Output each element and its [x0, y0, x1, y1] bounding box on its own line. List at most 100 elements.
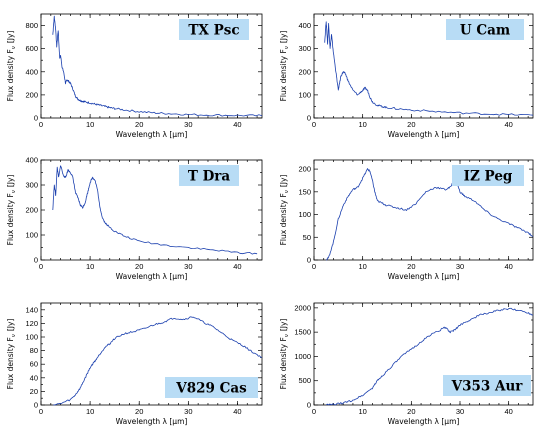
- y-axis-label-unit: [Jy]: [6, 319, 15, 332]
- star-label-box: [179, 165, 239, 186]
- y-axis-label-sub: ν: [284, 46, 290, 49]
- x-tick-label: 20: [135, 262, 143, 271]
- x-tick-label: 20: [407, 120, 415, 129]
- x-tick-label: 10: [358, 120, 366, 129]
- y-axis-label-unit: [Jy]: [279, 319, 288, 332]
- y-tick-label: 1500: [294, 328, 311, 337]
- x-tick-label: 20: [135, 407, 143, 416]
- x-tick-label: 40: [504, 120, 512, 129]
- star-label-box: [443, 375, 531, 396]
- y-axis-label-sub: ν: [11, 46, 17, 49]
- x-tick-label: 10: [86, 120, 94, 129]
- panel-4: 0 10 20 30 40 0 20 40 60 80 100 120 140 Wavelength λ …: [6, 302, 263, 426]
- y-tick-label: 400: [298, 21, 311, 30]
- y-axis-label-main: Flux density F: [6, 337, 15, 389]
- star-label-box: [165, 377, 258, 398]
- x-tick-label: 30: [184, 262, 192, 271]
- y-axis-label: Flux density Fν [Jy]: [6, 319, 17, 390]
- star-name: TX Psc: [188, 23, 239, 39]
- y-axis-label-sub: ν: [11, 334, 17, 337]
- y-axis-label-main: Flux density F: [279, 49, 288, 101]
- x-tick-label: 0: [312, 120, 316, 129]
- x-axis-label: Wavelength λ [μm]: [388, 130, 460, 139]
- y-axis-label-main: Flux density F: [279, 193, 288, 245]
- y-tick-label: 120: [25, 319, 38, 328]
- y-tick-label: 40: [30, 373, 38, 382]
- y-axis-label: Flux density Fν [Jy]: [279, 31, 290, 102]
- x-axis-label: Wavelength λ [μm]: [116, 417, 188, 426]
- x-tick-label: 40: [504, 262, 512, 271]
- y-tick-label: 200: [298, 165, 311, 174]
- x-tick-label: 0: [312, 262, 316, 271]
- star-label-box: [179, 19, 249, 40]
- y-axis-label-sub: ν: [11, 190, 17, 193]
- y-tick-label: 0: [307, 401, 311, 410]
- y-tick-label: 60: [30, 360, 38, 369]
- x-tick-label: 20: [407, 407, 415, 416]
- y-axis-label-unit: [Jy]: [6, 31, 15, 44]
- y-axis-label-main: Flux density F: [6, 49, 15, 101]
- star-name: U Cam: [460, 23, 510, 39]
- y-axis-label: Flux density Fν [Jy]: [279, 319, 290, 390]
- star-label-box: [446, 19, 524, 40]
- star-name: T Dra: [188, 169, 231, 185]
- y-tick-label: 200: [25, 206, 38, 215]
- plot-frame: [40, 13, 263, 119]
- spectrum-line: [53, 316, 263, 406]
- x-axis-label: Wavelength λ [μm]: [388, 417, 460, 426]
- star-label-box: [452, 165, 524, 186]
- y-tick-label: 600: [25, 44, 38, 53]
- x-tick-label: 40: [233, 120, 241, 129]
- y-tick-label: 80: [30, 346, 38, 355]
- panel-5: 0 10 20 30 40 0 500 1000 1500 2000 Wavelength λ [μ…: [279, 302, 534, 426]
- x-tick-label: 30: [456, 262, 464, 271]
- x-tick-label: 30: [456, 120, 464, 129]
- y-tick-label: 100: [25, 231, 38, 240]
- y-tick-label: 300: [298, 44, 311, 53]
- y-tick-label: 200: [25, 90, 38, 99]
- x-tick-label: 10: [86, 407, 94, 416]
- y-tick-label: 800: [25, 21, 38, 30]
- star-name: IZ Peg: [464, 169, 513, 185]
- y-tick-label: 100: [298, 90, 311, 99]
- y-tick-label: 400: [25, 156, 38, 165]
- y-axis-label: Flux density Fν [Jy]: [6, 31, 17, 102]
- y-axis-label-main: Flux density F: [6, 193, 15, 245]
- x-tick-label: 40: [233, 407, 241, 416]
- y-tick-label: 0: [307, 256, 311, 265]
- x-tick-label: 10: [358, 262, 366, 271]
- x-tick-label: 20: [135, 120, 143, 129]
- x-axis-label: Wavelength λ [μm]: [116, 272, 188, 281]
- spectrum-line: [326, 168, 533, 261]
- y-tick-label: 200: [298, 67, 311, 76]
- y-tick-label: 100: [298, 210, 311, 219]
- y-axis-label: Flux density Fν [Jy]: [279, 175, 290, 246]
- x-tick-label: 30: [184, 407, 192, 416]
- y-axis-label-sub: ν: [284, 334, 290, 337]
- x-tick-label: 40: [233, 262, 241, 271]
- y-tick-label: 20: [30, 387, 38, 396]
- y-axis-label-unit: [Jy]: [279, 31, 288, 44]
- plot-frame: [313, 159, 534, 261]
- y-tick-label: 400: [25, 67, 38, 76]
- x-tick-label: 10: [358, 407, 366, 416]
- plot-frame: [313, 13, 534, 119]
- y-tick-label: 0: [34, 401, 38, 410]
- x-axis-label: Wavelength λ [μm]: [388, 272, 460, 281]
- y-axis-label-sub: ν: [284, 190, 290, 193]
- x-tick-label: 30: [184, 120, 192, 129]
- x-axis-label: Wavelength λ [μm]: [116, 130, 188, 139]
- star-name: V353 Aur: [451, 379, 524, 395]
- x-tick-label: 0: [312, 407, 316, 416]
- star-name: V829 Cas: [175, 381, 247, 397]
- x-tick-label: 0: [39, 120, 43, 129]
- x-tick-label: 0: [39, 262, 43, 271]
- y-tick-label: 0: [34, 114, 38, 123]
- y-axis-label-unit: [Jy]: [6, 175, 15, 188]
- y-tick-label: 1000: [294, 352, 311, 361]
- panel-3: 0 10 20 30 40 0 50 100 150 200 Wavelength λ [μm] Fl…: [279, 159, 534, 281]
- spectrum-line: [325, 307, 534, 406]
- spectrum-line: [52, 165, 258, 255]
